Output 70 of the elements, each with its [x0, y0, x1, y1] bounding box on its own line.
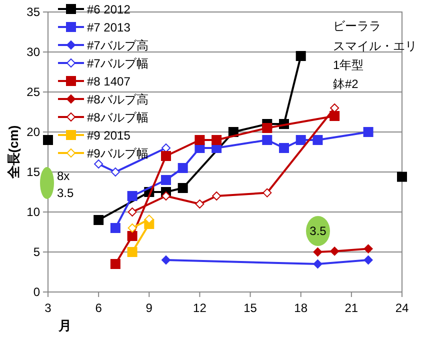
point	[296, 51, 306, 61]
legend-label: #8バルブ幅	[87, 110, 148, 124]
point	[128, 224, 137, 232]
point	[161, 151, 171, 161]
point	[162, 256, 170, 264]
point	[94, 215, 104, 225]
point	[94, 160, 104, 168]
point	[262, 123, 272, 133]
x-tick-label: 18	[294, 301, 308, 315]
y-tick-label: 35	[26, 5, 40, 19]
y-tick-label: 30	[26, 45, 40, 59]
point	[330, 104, 340, 112]
point	[279, 143, 289, 153]
annotation: 鉢#2	[333, 77, 359, 91]
point	[128, 208, 137, 216]
y-tick-label: 10	[26, 205, 40, 219]
point	[110, 168, 120, 176]
point	[397, 172, 407, 182]
y-axis-title: 全長(cm)	[6, 125, 21, 180]
point	[178, 163, 188, 173]
point	[313, 248, 322, 256]
point	[312, 135, 323, 145]
point	[110, 259, 120, 269]
point	[43, 135, 53, 145]
point	[161, 175, 171, 185]
x-tick-label: 24	[395, 301, 409, 315]
legend-label: #8バルブ高	[87, 92, 148, 106]
x-tick-label: 15	[244, 301, 258, 315]
x-tick-label: 6	[95, 301, 102, 315]
legend-label: #7バルブ幅	[87, 56, 148, 70]
legend-label: #9バルブ幅	[87, 146, 148, 160]
annotation: 3.5	[310, 224, 327, 238]
point	[212, 192, 222, 200]
point	[262, 188, 272, 198]
legend-label: #9 2015	[87, 128, 131, 142]
y-tick-label: 5	[33, 245, 40, 259]
point	[127, 231, 138, 241]
point	[110, 223, 120, 233]
point	[313, 260, 322, 268]
x-axis-title: 月	[58, 318, 72, 333]
legend-label: #6 2012	[87, 2, 131, 16]
annotation: ビーララ	[333, 19, 381, 33]
x-tick-label: 9	[146, 301, 153, 315]
y-tick-label: 20	[26, 125, 40, 139]
x-tick-label: 3	[44, 301, 52, 315]
point	[363, 127, 374, 137]
annotation: 1年型	[333, 58, 364, 72]
point	[127, 247, 138, 257]
point	[212, 135, 222, 145]
x-tick-label: 12	[193, 301, 207, 315]
point	[262, 135, 272, 145]
point	[296, 135, 306, 145]
point	[330, 246, 340, 256]
legend-label: #8 1407	[87, 74, 131, 88]
point	[162, 192, 170, 200]
point	[195, 200, 204, 208]
point	[178, 183, 188, 193]
legend-label: #7バルブ高	[87, 38, 148, 52]
point	[364, 256, 373, 264]
legend-label: #7 2013	[87, 20, 131, 34]
annotation: スマイル・エリ	[333, 39, 417, 53]
y-tick-label: 25	[26, 85, 40, 99]
y-tick-label: 15	[26, 165, 40, 179]
point	[194, 135, 205, 145]
point	[127, 191, 138, 201]
annotation: 3.5	[57, 186, 74, 200]
point	[364, 244, 373, 254]
y-tick-label: 0	[33, 285, 40, 299]
x-tick-label: 21	[344, 301, 358, 315]
annotation: 8x	[57, 169, 70, 183]
